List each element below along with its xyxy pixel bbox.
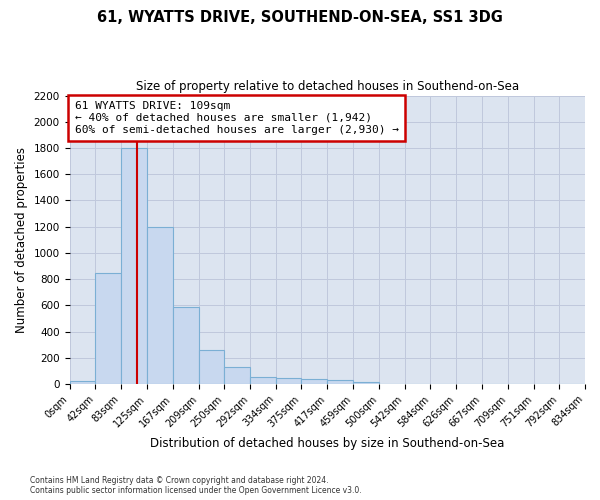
Bar xyxy=(276,378,301,384)
Bar xyxy=(250,378,276,384)
Bar xyxy=(147,226,173,384)
Bar xyxy=(301,380,327,384)
Text: 61, WYATTS DRIVE, SOUTHEND-ON-SEA, SS1 3DG: 61, WYATTS DRIVE, SOUTHEND-ON-SEA, SS1 3… xyxy=(97,10,503,25)
Bar xyxy=(173,306,199,384)
Text: Contains HM Land Registry data © Crown copyright and database right 2024.
Contai: Contains HM Land Registry data © Crown c… xyxy=(30,476,362,495)
Bar xyxy=(199,350,224,384)
Bar xyxy=(224,367,250,384)
Bar xyxy=(327,380,353,384)
Bar xyxy=(70,381,95,384)
X-axis label: Distribution of detached houses by size in Southend-on-Sea: Distribution of detached houses by size … xyxy=(150,437,505,450)
Bar xyxy=(95,273,121,384)
Y-axis label: Number of detached properties: Number of detached properties xyxy=(15,147,28,333)
Title: Size of property relative to detached houses in Southend-on-Sea: Size of property relative to detached ho… xyxy=(136,80,519,93)
Bar xyxy=(121,148,147,384)
Text: 61 WYATTS DRIVE: 109sqm
← 40% of detached houses are smaller (1,942)
60% of semi: 61 WYATTS DRIVE: 109sqm ← 40% of detache… xyxy=(74,102,398,134)
Bar xyxy=(353,382,379,384)
